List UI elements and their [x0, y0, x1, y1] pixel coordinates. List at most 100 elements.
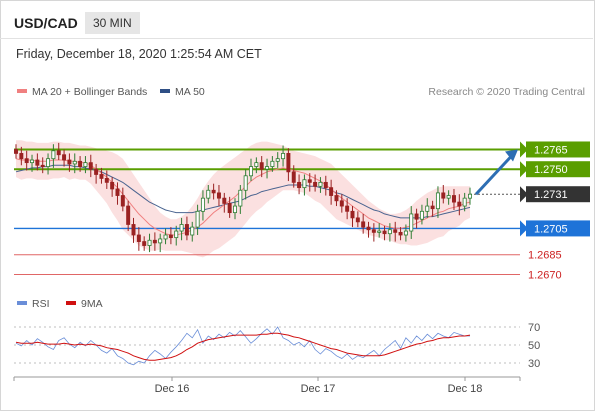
candle-body	[393, 229, 398, 233]
resistance-tag-1.2750	[526, 161, 590, 178]
candle-body	[72, 160, 77, 165]
bollinger-band	[16, 140, 470, 258]
candle-body	[435, 192, 440, 210]
resistance-tag-notch	[520, 161, 528, 178]
legend-item-ma50: MA 50	[160, 86, 205, 98]
candle-body	[355, 217, 360, 223]
candle-body	[265, 166, 270, 170]
resistance-tag-1.2765	[526, 141, 590, 158]
candle-body	[270, 160, 275, 167]
candle-body	[211, 189, 216, 194]
candle-body	[371, 229, 376, 233]
legend-item-ma20-bollinger: MA 20 + Bollinger Bands	[17, 86, 147, 98]
candle-body	[307, 179, 312, 183]
timeframe-badge[interactable]: 30 MIN	[85, 12, 140, 34]
legend-item-9ma: 9MA	[66, 298, 103, 310]
candle-body	[67, 159, 72, 165]
legend-swatch-ma20	[17, 89, 27, 94]
candle-body	[297, 181, 302, 189]
candle-body	[35, 159, 40, 166]
candle-body	[286, 153, 291, 173]
resistance-label: 1.2765	[534, 144, 568, 156]
candle-body	[419, 210, 424, 220]
candle-body	[361, 221, 366, 228]
candle-body	[24, 158, 29, 164]
candle-body	[302, 179, 307, 189]
candle-body	[441, 192, 446, 199]
candle-body	[200, 197, 205, 212]
candle-body	[451, 195, 456, 203]
legend-item-rsi: RSI	[17, 298, 50, 310]
candle-body	[409, 213, 414, 232]
candle-body	[78, 160, 83, 167]
candle-body	[462, 197, 467, 207]
candle-body	[233, 205, 237, 214]
support-label: 1.2670	[528, 269, 562, 281]
x-tick-label: Dec 18	[448, 383, 483, 395]
candle-body	[398, 231, 403, 236]
candle-body	[382, 230, 387, 235]
legend-label-ma20: MA 20 + Bollinger Bands	[32, 86, 148, 98]
candle-body	[345, 205, 350, 212]
candle-body	[403, 230, 408, 236]
candle-body	[350, 210, 355, 219]
projection-arrow-head	[505, 149, 518, 162]
candle-body	[318, 181, 323, 187]
resistance-label: 1.2750	[534, 164, 568, 176]
candle-body	[120, 195, 125, 207]
candle-body	[249, 166, 253, 177]
candle-body	[468, 193, 472, 199]
candle-body	[179, 224, 184, 232]
candle-body	[94, 168, 99, 175]
pivot-label: 1.2705	[534, 223, 568, 235]
candle-body	[51, 150, 56, 160]
candle-body	[238, 189, 243, 207]
candle-body	[366, 226, 371, 231]
candle-body	[377, 230, 382, 233]
candle-body	[281, 153, 286, 160]
candle-body	[243, 175, 248, 191]
candle-body	[222, 197, 227, 204]
rsi-series-9MA	[15, 332, 471, 361]
candle-body	[168, 234, 173, 239]
pivot-tag-notch	[520, 220, 528, 237]
projection-arrow-shaft	[474, 154, 514, 196]
rsi-tick-label: 50	[528, 340, 540, 352]
last-price-label: 1.2731	[534, 189, 568, 201]
candle-body	[195, 210, 200, 228]
candle-body	[131, 224, 136, 236]
support-label: 1.2685	[528, 250, 562, 262]
rsi-tick-label: 30	[528, 358, 540, 370]
candle-body	[115, 188, 120, 196]
candle-body	[19, 153, 24, 160]
rsi-tick-label: 70	[528, 322, 540, 334]
candle-body	[136, 234, 141, 242]
candle-body	[158, 238, 163, 244]
candle-body	[334, 195, 339, 202]
candle-body	[46, 158, 51, 167]
candle-body	[259, 162, 264, 170]
candle-body	[14, 149, 18, 154]
candle-body	[40, 164, 45, 167]
candle-body	[323, 181, 328, 189]
candle-body	[190, 226, 195, 236]
rsi-series-RSI	[15, 326, 470, 366]
legend-swatch-ma50	[160, 89, 170, 94]
timestamp: Friday, December 18, 2020 1:25:54 AM CET	[16, 47, 262, 61]
candle-body	[254, 162, 259, 167]
candle-body	[329, 187, 334, 196]
research-credit: Research © 2020 Trading Central	[428, 86, 585, 98]
candle-body	[163, 234, 168, 240]
legend-label-rsi: RSI	[32, 298, 50, 310]
candle-body	[88, 162, 93, 170]
candle-body	[430, 205, 435, 210]
candle-body	[30, 159, 35, 164]
last-price-notch	[520, 186, 528, 203]
candle-body	[56, 150, 61, 156]
candle-body	[291, 171, 296, 183]
candle-body	[216, 192, 221, 199]
candle-body	[174, 230, 179, 239]
candle-body	[425, 205, 430, 212]
chart-header: USD/CAD 30 MIN	[0, 0, 593, 39]
